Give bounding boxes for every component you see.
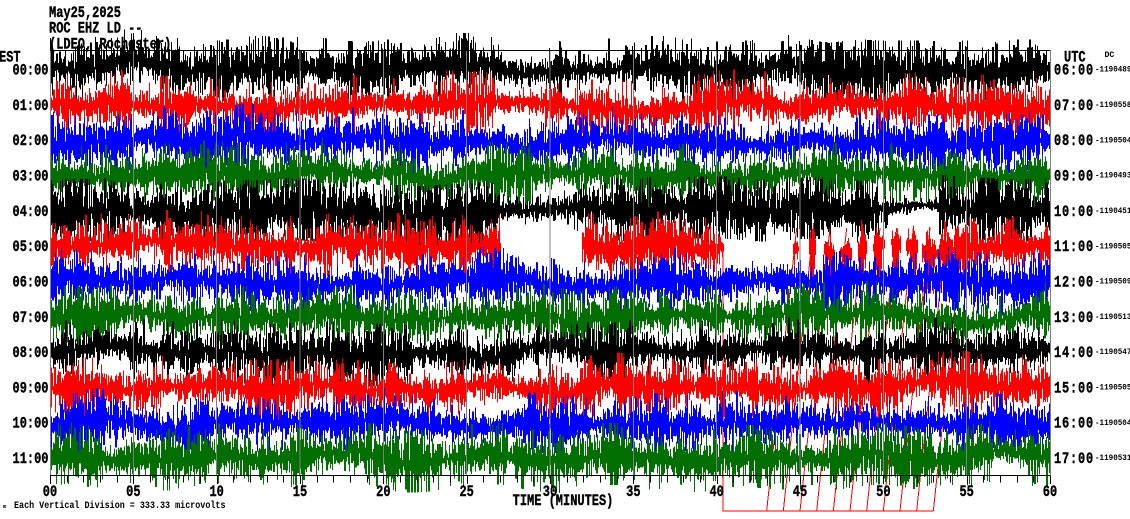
svg-text:17:00: 17:00 <box>1054 452 1094 469</box>
svg-text:-1190489: -1190489 <box>1095 65 1130 74</box>
svg-text:06:00: 06:00 <box>1054 63 1094 80</box>
svg-text:TIME (MINUTES): TIME (MINUTES) <box>513 493 614 511</box>
svg-text:05:00: 05:00 <box>13 240 49 257</box>
svg-text:m: m <box>3 503 7 510</box>
svg-text:00:00: 00:00 <box>13 63 49 80</box>
svg-text:02:00: 02:00 <box>13 134 49 151</box>
svg-text:ROC EHZ LD --: ROC EHZ LD -- <box>49 22 142 39</box>
svg-text:15: 15 <box>293 485 307 502</box>
svg-text:DC: DC <box>1105 51 1115 60</box>
svg-text:-1190504: -1190504 <box>1095 419 1130 428</box>
svg-text:00: 00 <box>43 485 57 502</box>
svg-text:60: 60 <box>1043 485 1057 502</box>
svg-text:10:00: 10:00 <box>13 417 49 434</box>
svg-text:15:00: 15:00 <box>1054 381 1094 398</box>
svg-text:10: 10 <box>209 485 223 502</box>
svg-text:11:00: 11:00 <box>1054 240 1094 257</box>
svg-text:May25,2025: May25,2025 <box>49 6 121 23</box>
svg-text:09:00: 09:00 <box>13 381 49 398</box>
svg-text:03:00: 03:00 <box>13 169 49 186</box>
svg-text:40: 40 <box>709 485 723 502</box>
svg-text:-1190505: -1190505 <box>1095 242 1130 251</box>
svg-text:-1190504: -1190504 <box>1095 136 1130 145</box>
svg-text:13:00: 13:00 <box>1054 311 1094 328</box>
svg-text:04:00: 04:00 <box>13 205 49 222</box>
svg-text:-1190558: -1190558 <box>1095 101 1130 110</box>
svg-text:-1190547: -1190547 <box>1095 348 1130 357</box>
svg-text:-1190509: -1190509 <box>1095 277 1130 286</box>
svg-text:UTC: UTC <box>1064 50 1086 67</box>
svg-text:-1190513: -1190513 <box>1095 313 1130 322</box>
svg-text:-1190531: -1190531 <box>1095 454 1130 463</box>
svg-text:25: 25 <box>459 485 473 502</box>
svg-text:05: 05 <box>126 485 140 502</box>
svg-text:09:00: 09:00 <box>1054 169 1094 186</box>
svg-text:Each Vertical Division = 333.: Each Vertical Division = 333.33 microvol… <box>14 499 226 511</box>
svg-text:20: 20 <box>376 485 390 502</box>
svg-text:07:00: 07:00 <box>13 311 49 328</box>
svg-text:-1190451: -1190451 <box>1095 207 1130 216</box>
svg-text:14:00: 14:00 <box>1054 346 1094 363</box>
svg-text:(LDEO, Rochester): (LDEO, Rochester) <box>49 36 171 54</box>
svg-text:01:00: 01:00 <box>13 99 49 116</box>
svg-text:55: 55 <box>959 485 973 502</box>
svg-text:EST: EST <box>0 50 21 67</box>
svg-text:-1190493: -1190493 <box>1095 171 1130 180</box>
svg-text:45: 45 <box>793 485 807 502</box>
svg-text:30: 30 <box>543 485 557 502</box>
svg-text:10:00: 10:00 <box>1054 205 1094 222</box>
svg-text:11:00: 11:00 <box>13 452 49 469</box>
svg-text:08:00: 08:00 <box>13 346 49 363</box>
svg-text:07:00: 07:00 <box>1054 99 1094 116</box>
svg-text:08:00: 08:00 <box>1054 134 1094 151</box>
svg-text:16:00: 16:00 <box>1054 417 1094 434</box>
svg-text:06:00: 06:00 <box>13 275 49 292</box>
svg-text:12:00: 12:00 <box>1054 275 1094 292</box>
svg-text:50: 50 <box>876 485 890 502</box>
svg-text:-1190505: -1190505 <box>1095 383 1130 392</box>
svg-text:35: 35 <box>626 485 640 502</box>
